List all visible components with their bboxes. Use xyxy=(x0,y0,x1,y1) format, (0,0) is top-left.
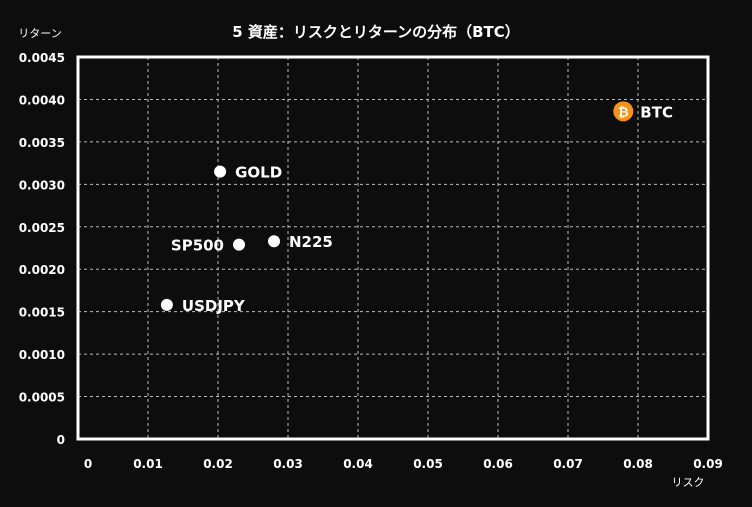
y-tick-label: 0.0045 xyxy=(19,51,65,65)
point-label: N225 xyxy=(289,233,333,251)
y-tick-label: 0 xyxy=(57,433,65,447)
bitcoin-icon xyxy=(613,101,634,122)
x-tick-label: 0.08 xyxy=(623,457,653,471)
data-points: ₿ BTC GOLD SP500 N225 USDJPY xyxy=(160,101,673,315)
x-tick-label: 0.09 xyxy=(693,457,723,471)
x-tick-label: 0.03 xyxy=(273,457,303,471)
data-point-btc: ₿ BTC xyxy=(613,101,673,122)
point-marker xyxy=(233,238,245,251)
data-point-sp500: SP500 xyxy=(171,237,245,255)
x-tick-label: 0.07 xyxy=(553,457,583,471)
y-tick-label: 0.0010 xyxy=(19,348,65,362)
chart-title: 5 資産：リスクとリターンの分布（BTC） xyxy=(232,23,520,41)
data-point-usdjpy: USDJPY xyxy=(160,297,246,315)
plot-frame xyxy=(76,55,710,441)
point-label: USDJPY xyxy=(182,297,246,315)
x-axis-label: リスク xyxy=(672,476,705,489)
point-marker xyxy=(160,298,173,311)
y-tick-label: 0.0035 xyxy=(19,136,65,150)
y-tick-label: 0.0015 xyxy=(19,306,65,320)
point-label: BTC xyxy=(640,103,673,121)
point-label: SP500 xyxy=(171,237,224,255)
data-point-n225: N225 xyxy=(268,233,333,251)
data-point-gold: GOLD xyxy=(214,164,282,182)
x-tick-label: 0.06 xyxy=(483,457,513,471)
x-tick-label: 0.05 xyxy=(413,457,443,471)
point-marker xyxy=(214,165,227,178)
x-tick-label: 0.04 xyxy=(343,457,373,471)
y-tick-label: 0.0005 xyxy=(19,391,65,405)
x-tick-label: 0.01 xyxy=(133,457,163,471)
bitcoin-symbol: ₿ xyxy=(618,105,629,120)
y-tick-label: 0.0040 xyxy=(19,93,65,107)
x-tick-label: 0.02 xyxy=(203,457,233,471)
y-axis-label: リターン xyxy=(18,27,61,40)
tick-labels: 0 0.01 0.02 0.03 0.04 0.05 0.06 0.07 0.08 0.09 0 0.… xyxy=(19,51,723,471)
point-label: GOLD xyxy=(235,164,282,182)
grid xyxy=(78,57,708,439)
y-tick-label: 0.0030 xyxy=(19,178,65,192)
point-marker xyxy=(268,235,280,248)
y-tick-label: 0.0025 xyxy=(19,221,65,235)
y-tick-label: 0.0020 xyxy=(19,263,65,277)
x-tick-label: 0 xyxy=(84,457,92,471)
